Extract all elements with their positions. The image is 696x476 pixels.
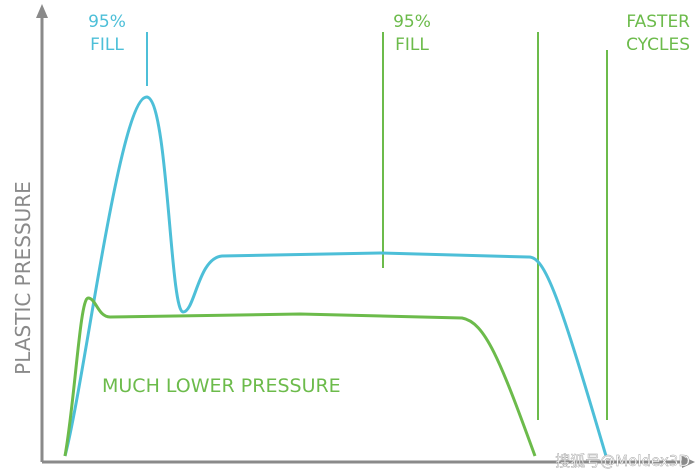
annotation-line: 95% (88, 12, 126, 32)
y-axis-label: PLASTIC PRESSURE (11, 181, 35, 375)
annotation-line: FILL (90, 35, 124, 55)
annotation-line: FILL (395, 35, 429, 55)
y-axis-arrow (36, 4, 48, 18)
annotation-line: CYCLES (626, 35, 690, 55)
annotation-line: FASTER (626, 12, 690, 32)
annotation-line: 95% (393, 12, 431, 32)
high-pressure-curve (63, 95, 608, 457)
low-pressure-curve (63, 296, 537, 457)
curve-label: MUCH LOWER PRESSURE (102, 375, 341, 397)
x-axis-arrow (682, 456, 695, 468)
watermark: 搜狐号@Moldex3D (555, 452, 690, 470)
axes (36, 4, 695, 468)
